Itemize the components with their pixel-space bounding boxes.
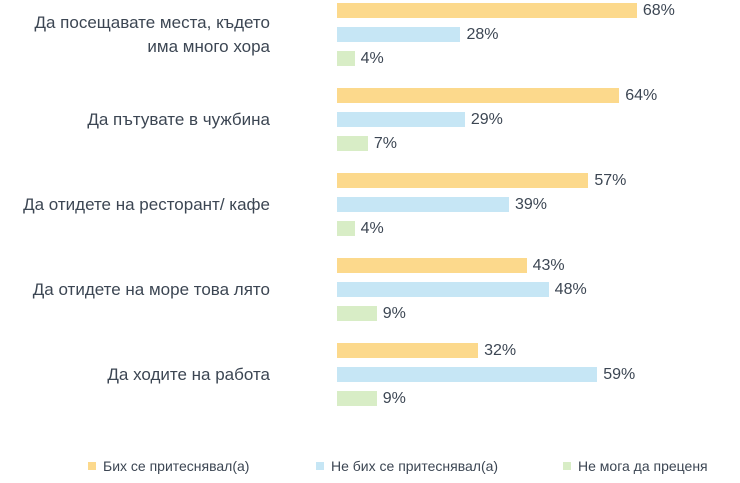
legend-swatch: [316, 462, 324, 470]
bar: [337, 258, 527, 273]
value-label: 29%: [470, 111, 503, 128]
legend-item: Не бих се притеснявал(а): [316, 458, 498, 474]
value-label: 64%: [625, 87, 658, 104]
value-label: 7%: [373, 135, 397, 152]
category-label: Да отидете на ресторант/ кафе: [23, 195, 270, 214]
bar: [337, 391, 377, 406]
value-label: 39%: [514, 196, 548, 213]
bar: [337, 306, 377, 321]
bar: [337, 197, 509, 212]
bar: [337, 367, 598, 382]
bar: [337, 27, 461, 42]
value-label: 9%: [382, 305, 406, 322]
legend-swatch: [88, 462, 96, 470]
value-label: 32%: [484, 342, 517, 359]
value-label: 68%: [642, 2, 675, 19]
value-label: 59%: [603, 366, 636, 383]
legend-swatch: [563, 462, 571, 470]
bar: [337, 3, 637, 18]
bar: [337, 51, 355, 66]
category-label: Да отидете на море това лято: [32, 280, 270, 299]
bar: [337, 136, 368, 151]
legend-item: Бих се притеснявал(а): [88, 458, 249, 474]
value-label: 4%: [360, 50, 384, 67]
value-label: 28%: [466, 26, 499, 43]
value-label: 9%: [382, 390, 406, 407]
category-label: Да посещавате места, където има много хо…: [34, 13, 270, 56]
bar: [337, 343, 479, 358]
category-label: Да пътувате в чужбина: [87, 110, 270, 129]
legend-item: Не мога да преценя: [563, 458, 708, 474]
bar: [337, 88, 620, 103]
category-label: Да ходите на работа: [107, 365, 270, 384]
legend-label: Бих се притеснявал(а): [103, 458, 250, 474]
value-label: 43%: [532, 257, 565, 274]
value-label: 57%: [594, 172, 627, 189]
value-label: 48%: [554, 281, 587, 298]
bar: [337, 112, 465, 127]
bar: [337, 221, 355, 236]
bar: [337, 282, 549, 297]
legend-label: Не бих се притеснявал(а): [331, 458, 499, 474]
bar: [337, 173, 589, 188]
legend-label: Не мога да преценя: [578, 458, 708, 474]
value-label: 4%: [360, 220, 384, 237]
